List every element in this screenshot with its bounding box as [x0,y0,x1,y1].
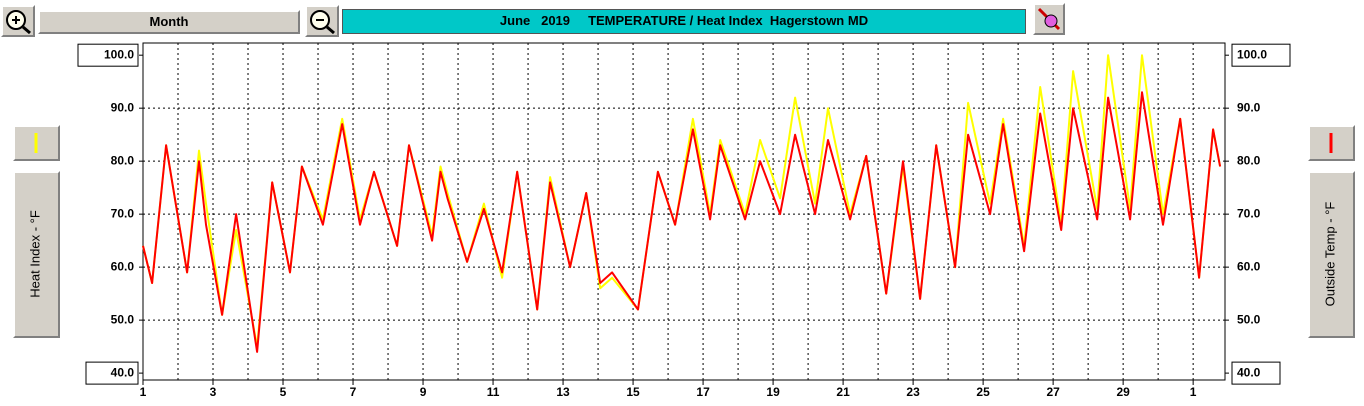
zoom-in-button[interactable] [1,5,35,37]
y-tick-label: 100.0 [104,47,134,61]
y2-axis-label: Outside Temp - °F [1322,202,1337,307]
y-tick-box [77,43,139,67]
series-line [142,54,1222,348]
x-tick-label: 11 [487,385,500,399]
x-tick-label: 5 [280,385,287,399]
options-button[interactable] [1033,3,1065,35]
x-tick-label: 1 [1190,385,1197,399]
x-tick-label: 7 [350,385,357,399]
y2-tick-label: 80.0 [1237,153,1261,167]
zoom-out-button[interactable] [305,5,339,37]
x-tick-label: 27 [1046,385,1060,399]
x-tick-label: 3 [210,385,217,399]
y2-tick-box [1231,361,1281,385]
y-tick-label: 60.0 [111,259,135,273]
y-axis-label-box: Heat Index - °F [27,210,42,298]
x-tick-label: 19 [766,385,780,399]
legend-swatch [1329,133,1333,153]
heat-index-legend[interactable] [13,125,60,161]
plot-area [142,42,1226,381]
options-icon [1037,7,1061,31]
x-tick-label: 25 [976,385,990,399]
x-tick-label: 13 [556,385,570,399]
x-tick-label: 1 [140,385,147,399]
y-tick-label: 90.0 [111,100,135,114]
y2-axis-button[interactable]: Outside Temp - °F [1308,171,1355,338]
y-tick-label: 40.0 [111,365,135,379]
series-line [142,91,1222,353]
y2-tick-box [1231,43,1291,67]
zoom-out-icon [310,10,335,35]
y2-tick-label: 50.0 [1237,312,1261,326]
x-tick-label: 9 [420,385,427,399]
y2-tick-label: 70.0 [1237,206,1261,220]
x-tick-label: 29 [1116,385,1130,399]
y-axis-button[interactable]: Heat Index - °F [13,171,60,338]
y2-tick-label: 60.0 [1237,259,1261,273]
temp-legend[interactable] [1308,125,1355,161]
y-axis-label: Heat Index - °F [27,210,42,298]
y-tick-label: 50.0 [111,312,135,326]
x-tick-label: 21 [836,385,850,399]
y-tick-label: 80.0 [111,153,135,167]
legend-swatch [34,133,38,153]
x-tick-label: 15 [626,385,640,399]
chart-title: June 2019 TEMPERATURE / Heat Index Hager… [342,9,1026,34]
y2-tick-label: 90.0 [1237,100,1261,114]
x-tick-label: 17 [696,385,710,399]
y2-tick-label: 100.0 [1237,47,1267,61]
zoom-in-icon [6,10,31,35]
y2-tick-label: 40.0 [1237,365,1261,379]
y-tick-label: 70.0 [111,206,135,220]
x-tick-label: 23 [906,385,920,399]
period-button[interactable]: Month [38,10,300,34]
y2-axis-label-box: Outside Temp - °F [1322,202,1337,307]
y-tick-box [85,361,139,385]
